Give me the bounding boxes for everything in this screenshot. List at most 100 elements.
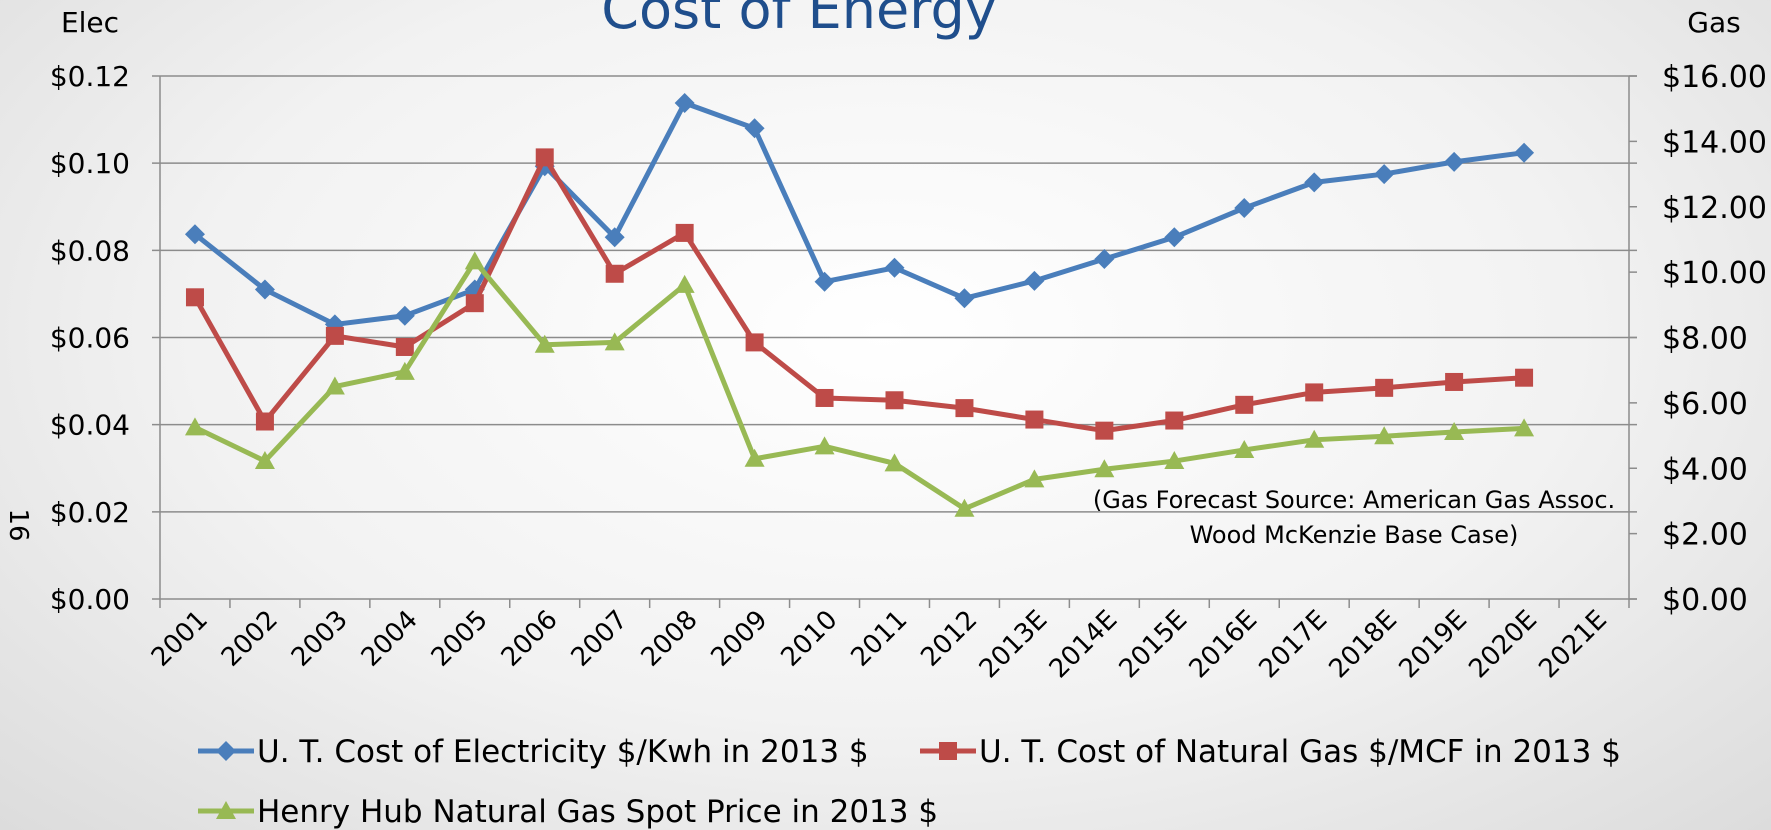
y-tick-label: $0.02	[50, 496, 130, 529]
data-point	[1304, 429, 1325, 448]
chart-title: Cost of Energy	[601, 0, 996, 41]
x-tick-label: 2006	[496, 605, 564, 673]
legend-label: U. T. Cost of Electricity $/Kwh in 2013 …	[257, 734, 869, 770]
x-tick-label: 2021E	[1533, 605, 1613, 685]
y2-tick-label: $0.00	[1662, 583, 1748, 618]
x-tick-label: 2017E	[1254, 605, 1334, 685]
data-point	[814, 271, 835, 292]
data-point	[675, 223, 694, 242]
data-point	[535, 148, 554, 167]
data-point	[1024, 270, 1045, 291]
legend-marker	[216, 741, 236, 761]
x-tick-label: 2004	[356, 605, 424, 673]
data-point	[1164, 227, 1185, 248]
legend-marker	[939, 742, 957, 760]
y-tick-label: $0.10	[50, 147, 130, 180]
y-axis-label: Elec	[61, 6, 119, 39]
x-tick-label: 2008	[636, 605, 704, 673]
x-tick-label: 2011	[845, 605, 913, 673]
y2-tick-label: $16.00	[1662, 60, 1767, 95]
data-point	[1024, 469, 1045, 488]
x-tick-label: 2013E	[974, 605, 1054, 685]
y2-tick-label: $12.00	[1662, 191, 1767, 226]
data-point	[745, 333, 764, 352]
data-point	[1445, 372, 1464, 391]
data-point	[184, 417, 205, 436]
x-tick-label: 2015E	[1114, 605, 1194, 685]
data-point	[464, 251, 485, 270]
data-point	[1374, 426, 1395, 445]
y2-tick-label: $14.00	[1662, 125, 1767, 160]
data-point	[534, 334, 555, 353]
y2-tick-label: $10.00	[1662, 256, 1767, 291]
data-point	[1444, 151, 1465, 172]
y2-axis-label: Gas	[1687, 6, 1740, 39]
data-point	[1514, 418, 1535, 437]
data-point	[1444, 421, 1465, 440]
slide-number: 16	[3, 508, 33, 541]
series-line	[192, 154, 1525, 434]
data-point	[1235, 395, 1254, 414]
data-point	[1095, 421, 1114, 440]
data-point	[465, 294, 484, 313]
data-point	[395, 337, 414, 356]
x-tick-label: 2002	[216, 605, 284, 673]
data-point	[1375, 378, 1394, 397]
x-tick-label: 2007	[566, 605, 634, 673]
data-point	[604, 332, 625, 351]
data-point	[1304, 172, 1325, 193]
data-point	[674, 274, 695, 293]
data-point	[604, 227, 625, 248]
x-tick-label: 2010	[775, 605, 843, 673]
data-point	[255, 412, 274, 431]
y-tick-label: $0.12	[50, 60, 130, 93]
data-point	[1234, 198, 1255, 219]
series-line	[193, 258, 1525, 512]
data-point	[884, 453, 905, 472]
data-point	[1094, 459, 1115, 478]
data-point	[814, 436, 835, 455]
x-tick-label: 2016E	[1184, 605, 1264, 685]
data-point	[185, 288, 204, 307]
x-tick-label: 2001	[146, 605, 214, 673]
y2-tick-label: $6.00	[1662, 387, 1748, 422]
data-point	[1515, 368, 1534, 387]
x-tick-label: 2009	[706, 605, 774, 673]
x-tick-label: 2018E	[1323, 605, 1403, 685]
legend-label: U. T. Cost of Natural Gas $/MCF in 2013 …	[979, 734, 1621, 770]
data-point	[1234, 439, 1255, 458]
data-point	[744, 118, 765, 139]
y2-tick-label: $4.00	[1662, 452, 1748, 487]
x-tick-label: 2014E	[1044, 605, 1124, 685]
data-point	[394, 361, 415, 380]
data-point	[605, 264, 624, 283]
series-line	[193, 100, 1525, 327]
annotation: Wood McKenzie Base Case)	[1190, 521, 1519, 549]
data-point	[1165, 411, 1184, 430]
legend-marker	[216, 801, 236, 819]
data-point	[1164, 451, 1185, 470]
data-point	[1374, 164, 1395, 185]
data-point	[394, 305, 415, 326]
y-tick-label: $0.00	[50, 583, 130, 616]
data-point	[744, 448, 765, 467]
y-tick-label: $0.08	[50, 234, 130, 267]
x-tick-label: 2005	[426, 605, 494, 673]
y-tick-label: $0.06	[50, 322, 130, 355]
y2-tick-label: $8.00	[1662, 322, 1748, 357]
data-point	[254, 279, 275, 300]
data-point	[1025, 410, 1044, 429]
legend-label: Henry Hub Natural Gas Spot Price in 2013…	[257, 794, 938, 830]
data-point	[1094, 249, 1115, 270]
x-tick-label: 2019E	[1393, 605, 1473, 685]
data-point	[884, 257, 905, 278]
data-point	[1305, 383, 1324, 402]
data-point	[954, 498, 975, 517]
data-point	[815, 388, 834, 407]
data-point	[954, 288, 975, 309]
data-point	[955, 399, 974, 418]
data-point	[325, 326, 344, 345]
y2-tick-label: $2.00	[1662, 518, 1748, 553]
y-tick-label: $0.04	[50, 409, 130, 442]
